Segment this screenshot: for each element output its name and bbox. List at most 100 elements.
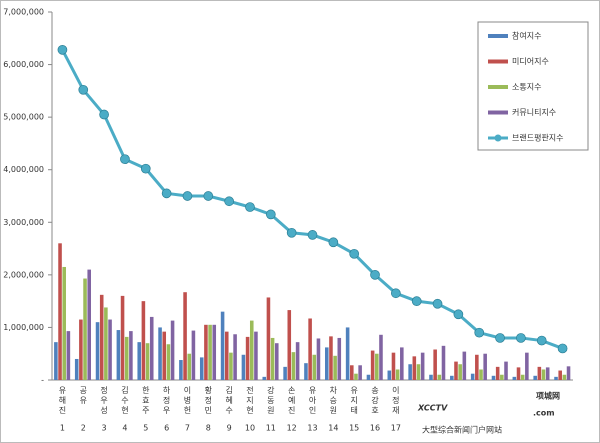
bar (495, 366, 500, 380)
bar (95, 322, 100, 380)
bar (566, 366, 571, 380)
bar (58, 243, 62, 380)
char: 유 (80, 396, 87, 405)
bar (395, 369, 400, 380)
bar (116, 330, 121, 380)
line-point (557, 343, 568, 354)
char: 정 (163, 395, 170, 405)
char: 수 (121, 396, 128, 405)
bar (224, 331, 229, 380)
bar (170, 320, 175, 380)
char: 전 (246, 385, 253, 395)
bar (512, 376, 517, 380)
char: 원 (267, 406, 274, 415)
bar (420, 352, 425, 380)
line-point (495, 333, 505, 343)
x-tick-number: 5 (143, 424, 148, 433)
bar (83, 278, 87, 380)
y-tick-label: 7,000,000 (3, 8, 44, 17)
bar (274, 343, 279, 380)
bar (104, 307, 108, 380)
bar (333, 355, 337, 380)
char: 강 (371, 395, 379, 405)
char: 유 (350, 386, 357, 395)
bar (370, 350, 375, 380)
bar (379, 334, 383, 380)
char: 차 (330, 386, 338, 395)
bar (79, 319, 83, 380)
bar (149, 316, 154, 380)
bar (166, 344, 171, 380)
char: 하 (163, 385, 171, 395)
bar (229, 352, 233, 380)
line-point (203, 191, 214, 201)
y-tick-label: 1,000,000 (3, 323, 44, 332)
char: 지 (350, 396, 357, 405)
bar (533, 375, 537, 380)
bar (187, 353, 192, 380)
char: 효 (142, 396, 149, 405)
legend-swatch (488, 110, 508, 115)
bar (450, 375, 454, 380)
bar (262, 376, 267, 380)
char: 현 (121, 406, 128, 415)
line-point (411, 296, 422, 306)
bar (475, 354, 479, 380)
y-tick-label: 6,000,000 (3, 60, 44, 69)
bar (454, 361, 458, 380)
char: 해 (59, 395, 66, 405)
line-point (286, 227, 297, 238)
x-tick-number: 7 (185, 424, 190, 433)
watermark-name: 项城网 (536, 391, 560, 401)
char: 이 (392, 385, 399, 395)
watermark-logo: XCCTV (417, 404, 448, 413)
bar (437, 374, 442, 380)
bar (270, 337, 275, 380)
bar (158, 327, 162, 380)
bar (483, 353, 487, 380)
char: 김 (121, 385, 128, 395)
legend-label: 커뮤니티지수 (512, 107, 556, 117)
y-tick-label: 5,000,000 (3, 113, 44, 122)
line-point (516, 333, 526, 343)
bar (537, 366, 542, 380)
line-point (391, 288, 401, 299)
bar (249, 320, 254, 380)
line-point (120, 154, 130, 165)
x-tick-number: 2 (81, 424, 86, 433)
bar (458, 364, 462, 380)
x-tick-number: 4 (122, 424, 127, 433)
line-point (140, 163, 151, 174)
bar (54, 342, 58, 380)
line-point (349, 248, 360, 259)
bar (99, 294, 104, 380)
char: 아 (309, 395, 317, 405)
bar (545, 367, 550, 380)
char: 주 (142, 406, 149, 415)
char: 송 (371, 386, 378, 395)
bar (220, 311, 225, 380)
bar (291, 352, 296, 380)
char: 한 (142, 386, 150, 395)
char: 승 (330, 396, 337, 405)
char: 유 (59, 386, 66, 395)
bar (325, 347, 329, 380)
char: 원 (330, 406, 337, 415)
line-point (78, 84, 89, 95)
bar (124, 336, 129, 380)
bar (62, 266, 66, 380)
char: 황 (205, 385, 213, 395)
x-tick-number: 8 (206, 424, 211, 433)
x-tick-number: 6 (164, 424, 169, 433)
bar (433, 349, 437, 380)
bar (520, 374, 525, 380)
